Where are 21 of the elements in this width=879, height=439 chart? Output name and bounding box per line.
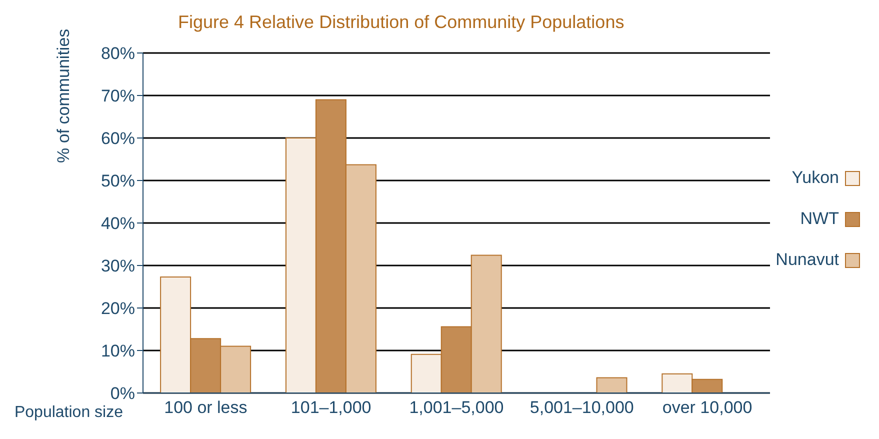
x-tick-label: 1,001–5,000 bbox=[409, 398, 504, 418]
x-tick-label: 100 or less bbox=[164, 398, 248, 418]
chart-title: Figure 4 Relative Distribution of Community Populations bbox=[178, 12, 624, 33]
x-tick-label: 101–1,000 bbox=[290, 398, 372, 418]
x-axis-title: Population size bbox=[14, 404, 124, 421]
y-tick-label: 40% bbox=[100, 214, 135, 234]
y-tick-label: 60% bbox=[100, 129, 135, 148]
y-tick-label: 80% bbox=[100, 44, 135, 64]
y-tick-label: 20% bbox=[100, 299, 135, 318]
y-axis-title: % of communities bbox=[54, 28, 74, 163]
x-tick-label: 5,001–10,000 bbox=[530, 398, 634, 418]
legend-label: NWT bbox=[800, 209, 839, 229]
bar bbox=[596, 377, 628, 393]
x-tick-label: over 10,000 bbox=[662, 398, 752, 418]
y-tick-label: 70% bbox=[100, 86, 135, 106]
legend-label: Yukon bbox=[792, 168, 839, 188]
legend-label: Nunavut bbox=[776, 250, 839, 270]
y-tick-label: 10% bbox=[100, 342, 135, 361]
y-tick-label: 50% bbox=[100, 172, 135, 191]
y-tick-label: 30% bbox=[100, 256, 135, 276]
y-tick-label: 0% bbox=[110, 384, 135, 404]
